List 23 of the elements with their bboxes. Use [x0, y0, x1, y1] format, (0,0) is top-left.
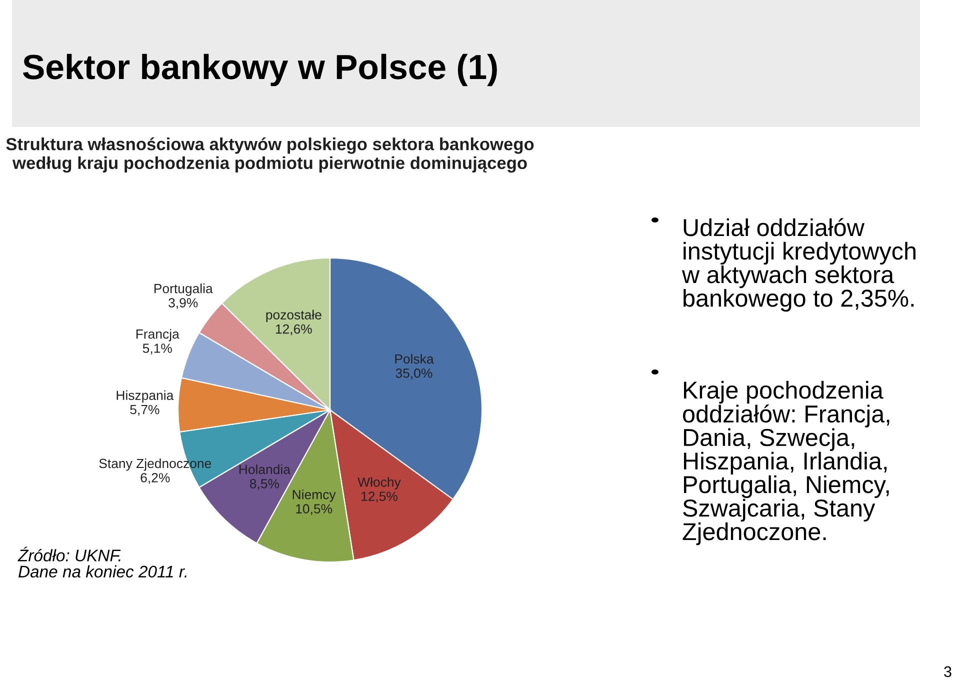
data-label: 35,0% — [396, 368, 432, 380]
slice-label: Hiszpania — [116, 390, 174, 403]
slice-label: Portugalia — [154, 284, 213, 296]
data-label: 3,9% — [168, 298, 198, 310]
data-label: 12,5% — [362, 492, 398, 503]
chart-subtitle: Struktura własnościowa aktywów polskiego sektora bankowego według kraju pochodzenia podmiotu pierwotnie dominującego — [6, 137, 534, 173]
slice-label: pozostałe — [266, 310, 322, 322]
text: 3 — [944, 666, 952, 678]
slice-label: Niemcy — [292, 490, 336, 502]
data-label: 5,7% — [130, 404, 160, 416]
data-label: 6,2% — [140, 473, 170, 484]
chart-title: Sektor bankowy w Polsce (1) — [23, 54, 497, 86]
slice-label: Polska — [395, 354, 434, 364]
data-label: 8,5% — [250, 478, 279, 490]
slice-label: Francja — [136, 329, 180, 342]
data-label: 12,6% — [276, 324, 312, 336]
text: Kraje pochodzenia oddziałów: Francja, Dania, Szwecja, Hiszpania, Irlandia, Portugalia, Niemcy, Szwajcaria, Stany Zjednoczone. — [682, 380, 890, 546]
slice-label: Holandia — [239, 464, 290, 474]
text: Źródło: UKNF. Dane na koniec 2011 r. — [18, 546, 186, 578]
text: Udział oddziałów instytucji kredytowych w aktywach sektora bankowego to 2,35%. — [682, 218, 916, 312]
data-label: 10,5% — [296, 504, 332, 516]
slice-label: Włochy — [358, 477, 401, 490]
data-label: 5,1% — [142, 344, 172, 354]
